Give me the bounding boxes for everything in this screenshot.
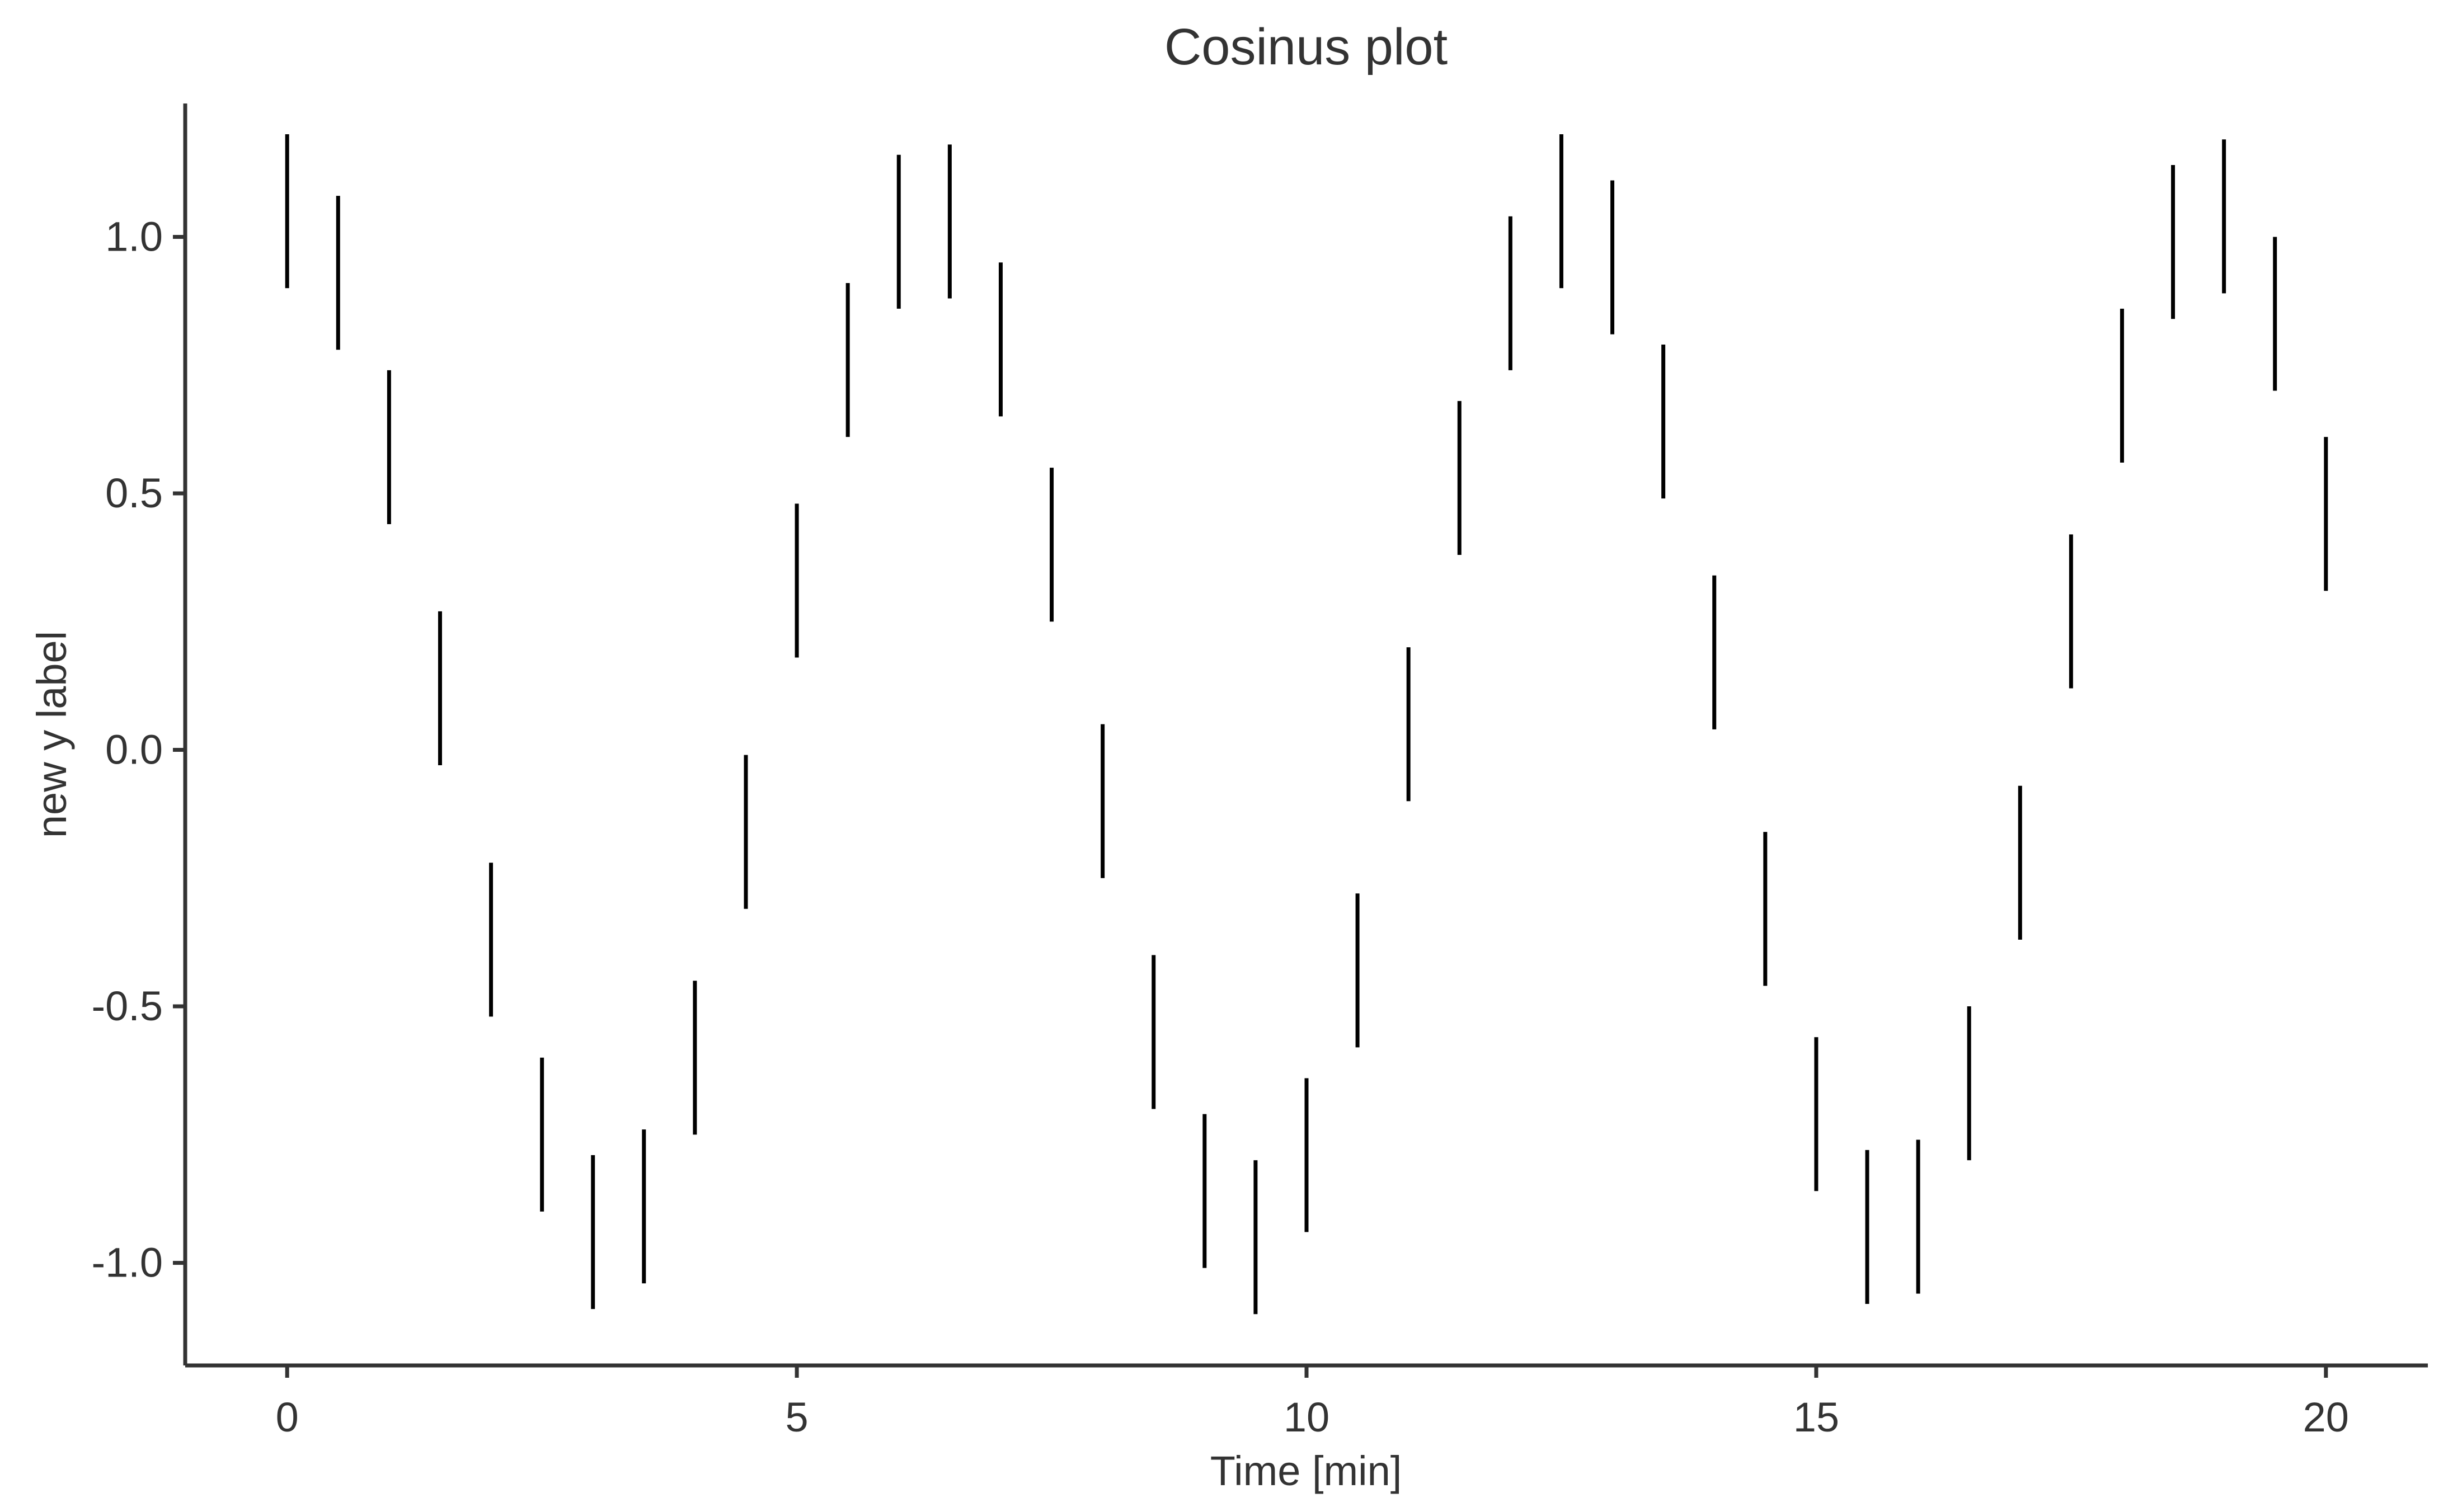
x-tick-label: 20: [2303, 1394, 2349, 1440]
x-tick-label: 5: [786, 1394, 809, 1440]
chart-title: Cosinus plot: [1164, 18, 1448, 76]
plot-area: 1.0 0.5 0.0 -0.5 -1.0 0 5 10 15 20: [91, 103, 2428, 1440]
x-tick-label: 0: [276, 1394, 299, 1440]
y-axis-label: new y label: [29, 631, 75, 838]
x-axis-ticks: 0 5 10 15 20: [276, 1365, 2349, 1440]
x-tick-label: 15: [1793, 1394, 1839, 1440]
y-tick-label: 0.0: [105, 727, 163, 773]
errorbar-series: [285, 134, 2328, 1315]
y-tick-label: 0.5: [105, 470, 163, 516]
x-tick-label: 10: [1284, 1394, 1329, 1440]
y-tick-label: -0.5: [91, 983, 163, 1029]
y-tick-label: -1.0: [91, 1240, 163, 1286]
y-axis-ticks: 1.0 0.5 0.0 -0.5 -1.0: [91, 213, 185, 1286]
y-tick-label: 1.0: [105, 213, 163, 260]
x-axis-label: Time [min]: [1210, 1448, 1402, 1494]
